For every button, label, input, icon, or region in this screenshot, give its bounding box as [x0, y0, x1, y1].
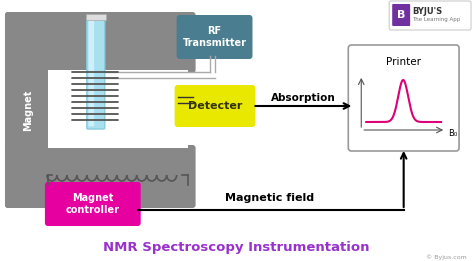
- Text: The Learning App: The Learning App: [412, 16, 460, 21]
- Text: Magnet: Magnet: [23, 89, 33, 131]
- Text: Absorption: Absorption: [271, 93, 336, 103]
- Text: Magnet
controller: Magnet controller: [66, 193, 120, 215]
- Text: Magnetic field: Magnetic field: [225, 193, 314, 203]
- Text: Printer: Printer: [386, 57, 421, 67]
- FancyBboxPatch shape: [5, 145, 196, 208]
- Text: BYJU'S: BYJU'S: [412, 7, 442, 15]
- Bar: [86, 14, 106, 20]
- FancyBboxPatch shape: [5, 12, 196, 73]
- Text: NMR Spectroscopy Instrumentation: NMR Spectroscopy Instrumentation: [103, 241, 370, 254]
- Text: B: B: [397, 10, 405, 20]
- FancyBboxPatch shape: [177, 15, 253, 59]
- FancyBboxPatch shape: [45, 182, 141, 226]
- Text: © Byjus.com: © Byjus.com: [426, 254, 467, 260]
- FancyBboxPatch shape: [5, 12, 51, 208]
- FancyBboxPatch shape: [389, 1, 471, 30]
- Text: RF
Transmitter: RF Transmitter: [182, 26, 246, 48]
- FancyBboxPatch shape: [87, 17, 105, 129]
- Bar: [48, 70, 188, 148]
- FancyBboxPatch shape: [174, 85, 255, 127]
- Text: B₀: B₀: [448, 128, 457, 138]
- FancyBboxPatch shape: [348, 45, 459, 151]
- FancyBboxPatch shape: [89, 20, 94, 126]
- FancyBboxPatch shape: [392, 4, 410, 26]
- Text: Detecter: Detecter: [188, 101, 242, 111]
